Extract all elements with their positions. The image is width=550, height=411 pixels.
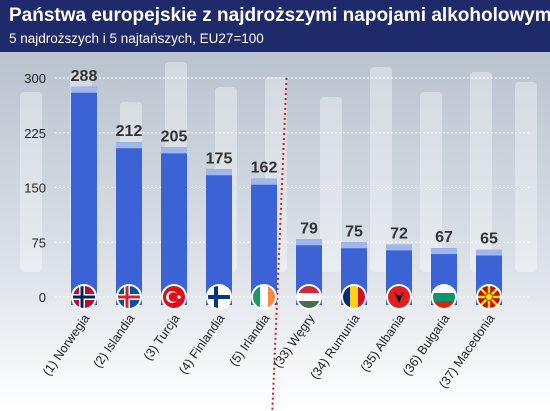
flag-ireland-icon (251, 284, 277, 310)
divider (271, 77, 288, 411)
chart-header: Państwa europejskie z najdroższymi napoj… (0, 0, 550, 52)
flag-bulgaria-icon (431, 284, 457, 310)
flag-hungary-icon (296, 284, 322, 310)
background-bottle (470, 72, 492, 272)
flag-romania-icon (341, 284, 367, 310)
bar-top (251, 178, 277, 185)
value-label: 72 (390, 225, 408, 242)
value-label: 75 (345, 223, 363, 240)
background-bottle (515, 82, 537, 272)
chart-title: Państwa europejskie z najdroższymi napoj… (9, 5, 550, 26)
background-bottle (420, 92, 442, 272)
bar (161, 147, 187, 305)
background-bottle (370, 67, 392, 272)
y-tick-label: 75 (32, 235, 46, 250)
flag-iceland-icon (116, 284, 142, 310)
y-tick-label: 150 (24, 181, 46, 196)
flag-albania-icon (386, 284, 412, 310)
bar-top (476, 249, 502, 256)
flag-finland-icon (206, 284, 232, 310)
bar (71, 86, 97, 305)
value-label: 79 (300, 220, 318, 237)
flag-turkey-icon (161, 284, 187, 310)
value-label: 65 (480, 231, 498, 248)
bar (251, 178, 277, 305)
flag-norway-icon (71, 284, 97, 310)
value-label: 205 (161, 128, 188, 145)
y-tick-label: 0 (39, 290, 46, 305)
divider-line (271, 77, 288, 411)
bar-top (206, 169, 232, 176)
chart-subtitle: 5 najdroższych i 5 najtańszych, EU27=100 (9, 31, 264, 46)
bar-top (341, 242, 367, 249)
bars (71, 86, 502, 305)
flags (71, 284, 502, 310)
value-label: 162 (251, 160, 278, 177)
value-label: 175 (206, 150, 233, 167)
bar (116, 142, 142, 305)
bar-top (161, 147, 187, 154)
y-axis: 0 75 150 225 300 (24, 71, 46, 305)
background-bottle (20, 92, 42, 272)
gridlines (55, 77, 530, 298)
bar-top (386, 244, 412, 251)
bar (206, 169, 232, 305)
value-labels: 288 212 205 175 162 79 75 72 67 65 (71, 68, 498, 248)
value-label: 67 (435, 229, 453, 246)
y-tick-label: 225 (24, 126, 46, 141)
bar-top (116, 142, 142, 149)
bar-top (296, 239, 322, 246)
bar-top (71, 86, 97, 93)
value-label: 212 (116, 123, 143, 140)
bar-top (431, 248, 457, 255)
y-tick-label: 300 (24, 71, 46, 86)
background-bottle (320, 97, 342, 272)
value-label: 288 (71, 68, 98, 85)
